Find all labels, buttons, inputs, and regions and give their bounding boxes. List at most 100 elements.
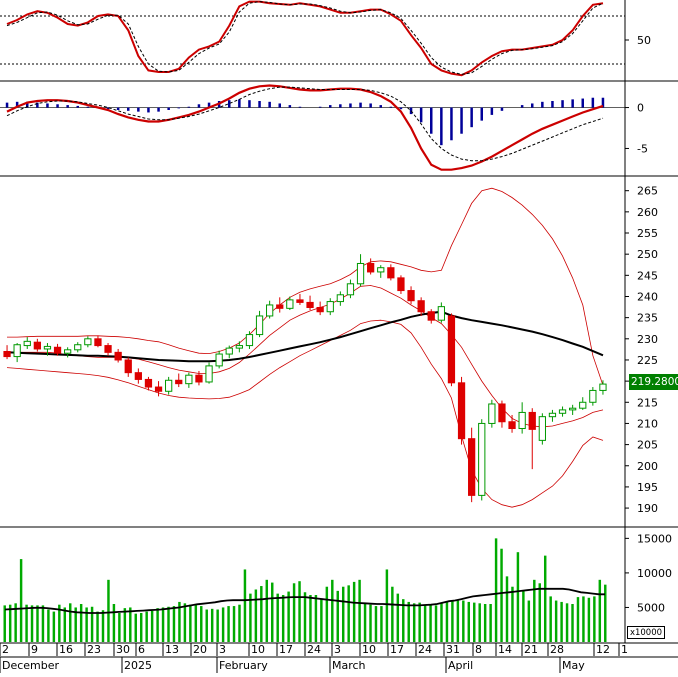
x-day-label: 3 [219,643,226,656]
volume-bar [352,581,356,642]
volume-bar [538,583,541,642]
volume-bar [391,586,394,642]
candle-up [558,409,567,414]
volume-bar [358,579,361,642]
volume-panel: 5000 10000 15000 [3,532,672,642]
volume-bar [69,603,72,642]
volume-tick-label: 5000 [637,601,665,614]
price-tick-label: 250 [637,248,658,261]
price-tick-label: 190 [637,502,658,515]
candle-down [114,351,122,361]
candle-down [144,378,153,388]
volume-bar [298,581,301,642]
volume-bar [593,596,596,642]
candle-up [205,365,213,383]
volume-bar [194,604,198,642]
x-day-label: 1 [621,643,628,656]
candle-up [235,345,243,349]
volume-bar [489,604,492,642]
volume-bar [79,604,83,642]
bollinger-lower-line [6,319,604,508]
stochastic-panel: 50 [0,0,651,77]
x-day-label: 17 [279,643,293,656]
candle-down [447,315,456,384]
volume-bar [440,603,443,642]
moving-average-line [6,310,604,363]
volume-bar [129,607,132,642]
candle-down [306,301,314,308]
macd-tick-label: 0 [637,102,644,115]
volume-bar [456,600,460,642]
candle-up [225,347,233,355]
volume-bar [500,548,503,642]
volume-bar [101,610,105,642]
candle-up [478,422,486,496]
volume-bar [374,606,378,642]
candle-up [266,304,274,317]
volume-bar [423,604,427,642]
volume-bar [576,597,580,642]
volume-bar [434,605,438,642]
candle-down [195,374,203,383]
volume-bar [25,604,28,642]
candle-up [185,374,193,385]
price-tick-label: 205 [637,439,658,452]
x-day-label: 8 [475,643,482,656]
volume-bar [134,613,137,642]
volume-bar [139,612,143,642]
volume-bar [238,604,241,642]
volume-bar [604,584,607,642]
volume-bar [183,603,187,642]
x-day-label: 24 [307,643,321,656]
volume-bar [336,590,339,642]
candle-down [296,299,304,303]
volume-bar [232,606,236,642]
candle-down [124,359,132,374]
candle-up [346,283,355,296]
x-month-label: April [448,659,473,672]
volume-bar [598,579,602,642]
volume-bar [303,592,307,642]
volume-bar [249,593,252,642]
volume-bar [200,606,203,642]
macd-signal-line [6,86,604,162]
volume-bar [341,586,345,642]
candle-up [286,299,294,309]
candle-down [3,351,11,358]
volume-bar [150,610,154,642]
candle-down [457,382,466,440]
candle-up [43,345,52,350]
price-tick-label: 260 [637,206,658,219]
volume-bar [123,608,127,642]
volume-bar [281,595,285,642]
volume-bar [522,590,525,642]
volume-bar [47,609,50,642]
volume-bar [260,586,263,642]
volume-bar [96,611,99,642]
candle-up [599,383,607,391]
price-tick-label: 225 [637,354,658,367]
volume-bar [363,603,367,642]
volume-bar [52,611,56,642]
candle-up [569,407,577,411]
price-tick-label: 255 [637,227,658,240]
volume-moving-average-line [4,587,605,614]
x-month-label: February [219,659,268,672]
candle-down [397,277,405,292]
x-month-label: May [562,659,585,672]
price-tick-label: 235 [637,312,658,325]
candle-up [589,389,597,403]
volume-bar [385,569,389,642]
candle-up [215,353,223,367]
x-day-label: 10 [362,643,376,656]
volume-bar [167,606,170,642]
candle-down [175,379,183,385]
last-price-label: 219.2800 [629,374,678,390]
volume-bar [19,559,23,642]
volume-bar [90,606,94,642]
volume-bar [221,607,225,642]
price-tick-label: 230 [637,333,658,346]
volume-bar [112,604,116,642]
x-day-label: 30 [116,643,130,656]
